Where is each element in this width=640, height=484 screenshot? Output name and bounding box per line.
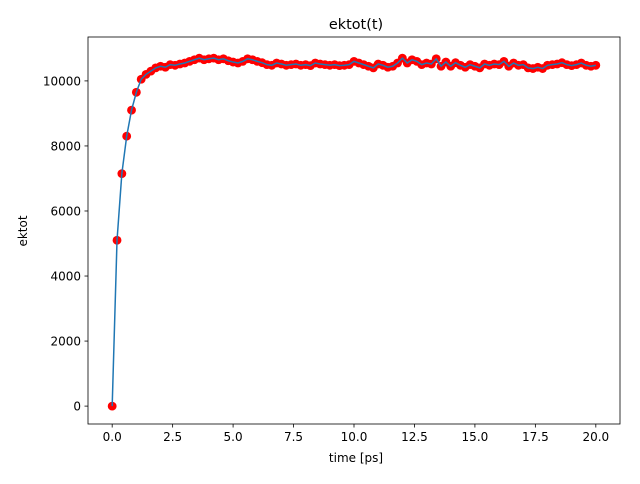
- x-tick-label: 20.0: [582, 430, 609, 444]
- x-tick-label: 12.5: [401, 430, 428, 444]
- x-tick-label: 0.0: [103, 430, 122, 444]
- plot-frame: [87, 36, 621, 425]
- x-axis-ticks: 0.0 2.5 5.0 7.5 10.0 12.5 15.0 17.5 20.0: [103, 424, 609, 444]
- y-tick-label: 4000: [50, 270, 81, 284]
- y-axis-label: ektot: [16, 215, 30, 246]
- x-tick-label: 5.0: [224, 430, 243, 444]
- y-tick-label: 6000: [50, 204, 81, 218]
- y-tick-label: 10000: [43, 74, 81, 88]
- series-line: [111, 57, 596, 407]
- x-tick-label: 2.5: [163, 430, 182, 444]
- x-tick-label: 17.5: [522, 430, 549, 444]
- plot-data-area: [107, 53, 601, 411]
- chart-title: ektot(t): [329, 17, 383, 33]
- y-axis-ticks: 0 2000 4000 6000 8000 10000: [43, 74, 88, 414]
- y-tick-label: 2000: [50, 335, 81, 349]
- y-tick-label: 8000: [50, 139, 81, 153]
- x-axis-label: time [ps]: [329, 451, 383, 465]
- x-tick-label: 15.0: [462, 430, 489, 444]
- x-tick-label: 10.0: [341, 430, 368, 444]
- y-tick-label: 0: [73, 400, 81, 414]
- x-tick-label: 7.5: [284, 430, 303, 444]
